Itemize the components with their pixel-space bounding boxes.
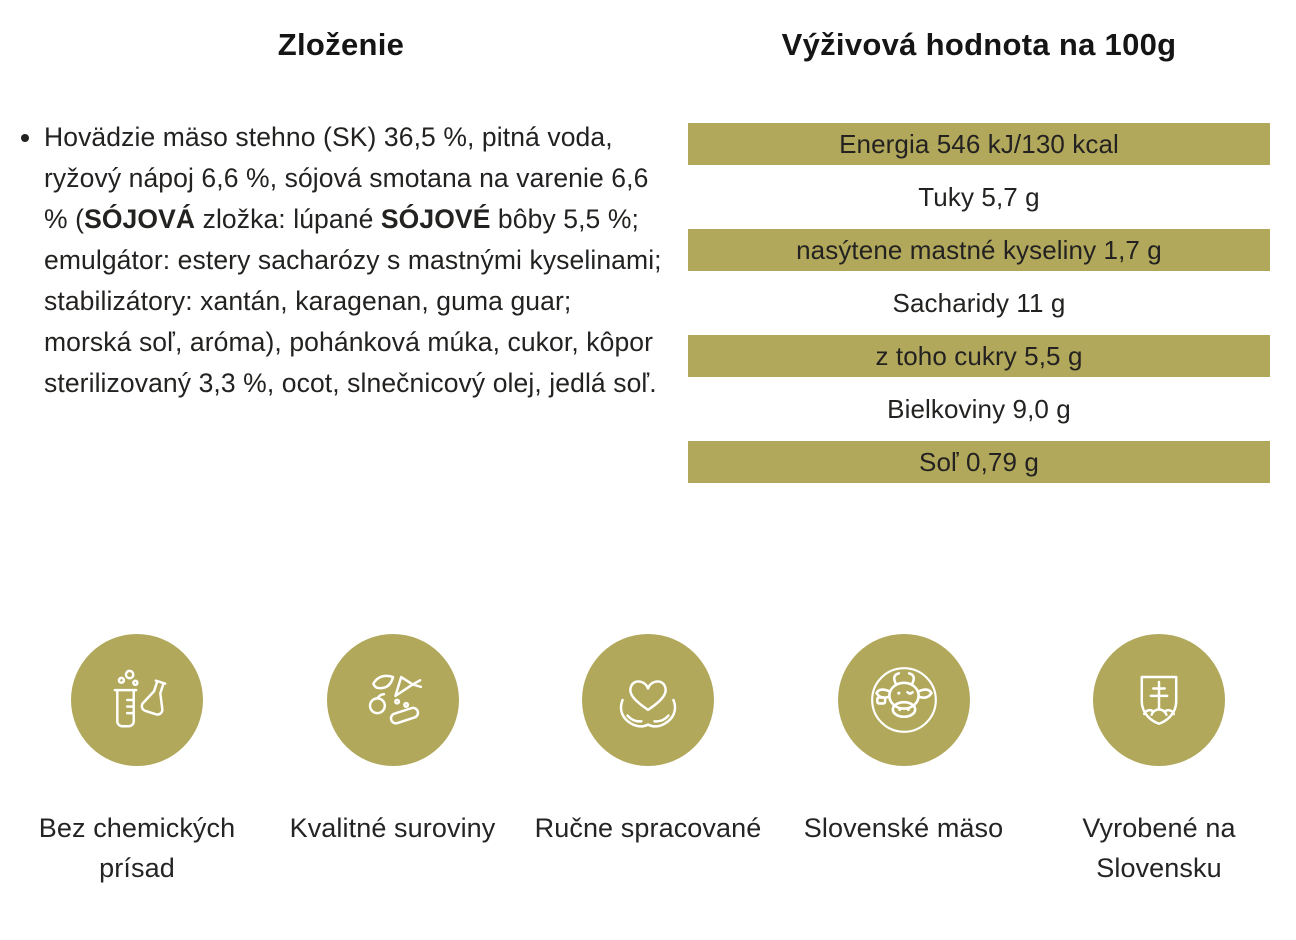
fresh-ingredients-icon <box>368 674 422 725</box>
badge-label: Vyrobené na Slovensku <box>1082 813 1236 884</box>
cow-icon <box>870 667 937 734</box>
ingredients-section: Zloženie Hovädzie mäso stehno (SK) 36,5 … <box>0 26 668 494</box>
nutrition-row-fat: Tuky 5,7 g <box>918 182 1040 213</box>
badge-label: Bez chemických prísad <box>38 813 236 884</box>
badge-label: Slovenské mäso <box>803 813 1004 844</box>
nutrition-row-protein: Bielkoviny 9,0 g <box>887 394 1071 425</box>
ingredients-segment: zložka: lúpané <box>195 204 381 235</box>
nutrition-title: Výživová hodnota na 100g <box>781 27 1177 62</box>
allergen-soy-2: SÓJOVÉ <box>380 204 491 235</box>
badge-handmade: Ručne spracované <box>525 634 771 888</box>
nutrition-row-carbs: Sacharidy 11 g <box>892 288 1066 319</box>
badge-circle <box>1093 634 1225 767</box>
badge-circle <box>326 634 459 767</box>
badge-label: Ručne spracované <box>534 813 762 844</box>
hands-heart-icon <box>619 680 677 728</box>
ingredients-title: Zloženie <box>277 27 405 62</box>
badge-quality-ingredients: Kvalitné suroviny <box>270 634 516 888</box>
ingredients-list: Hovädzie mäso stehno (SK) 36,5 %, pitná … <box>20 117 662 404</box>
nutrition-row-sugars: z toho cukry 5,5 g <box>688 335 1270 378</box>
feature-badges: Bez chemických prísad Kvalitné suroviny <box>0 634 1296 888</box>
nutrition-row-saturated-fat: nasýtene mastné kyseliny 1,7 g <box>688 229 1270 272</box>
nutrition-row-salt: Soľ 0,79 g <box>688 441 1270 484</box>
allergen-soy-1: SÓJOVÁ <box>84 204 196 235</box>
badge-no-chemicals: Bez chemických prísad <box>14 634 260 888</box>
slovakia-emblem-icon <box>1140 675 1178 726</box>
badge-made-in-slovakia: Vyrobené na Slovensku <box>1036 634 1282 888</box>
badge-circle <box>71 634 203 767</box>
badge-slovak-meat: Slovenské mäso <box>781 634 1027 888</box>
chemistry-flask-icon <box>113 669 167 728</box>
nutrition-row-energy: Energia 546 kJ/130 kcal <box>688 123 1270 166</box>
badge-label: Kvalitné suroviny <box>289 813 496 844</box>
badge-circle <box>837 634 970 767</box>
badge-circle <box>582 634 714 767</box>
nutrition-section: Výživová hodnota na 100g Energia 546 kJ/… <box>688 26 1270 494</box>
top-section: Zloženie Hovädzie mäso stehno (SK) 36,5 … <box>0 0 1296 494</box>
ingredients-segment: bôby 5,5 %; emulgátor: estery sacharózy … <box>44 204 662 399</box>
ingredients-segment: Hovädzie mäso stehno (SK) 36,5 %, pitná … <box>44 122 649 235</box>
nutrition-table: Energia 546 kJ/130 kcal Tuky 5,7 g nasýt… <box>688 123 1270 484</box>
ingredients-text: Hovädzie mäso stehno (SK) 36,5 %, pitná … <box>44 117 662 404</box>
